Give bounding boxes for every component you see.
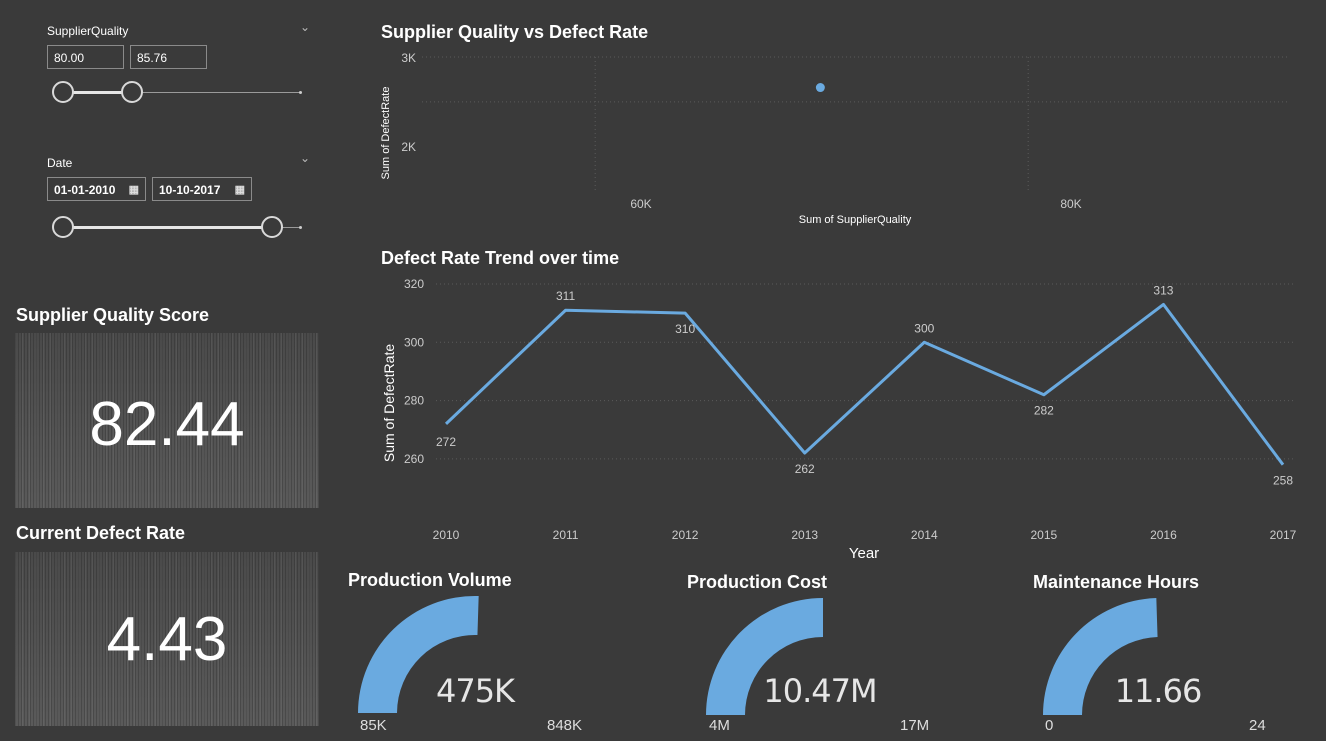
scatter-points bbox=[815, 83, 825, 93]
current-defect-rate-value: 4.43 bbox=[106, 605, 228, 674]
maintenance-hours-max: 24 bbox=[1249, 717, 1266, 734]
supplier-quality-min-input[interactable]: 80.00 bbox=[47, 45, 124, 69]
date-start-input[interactable]: 01-01-2010 ▦ bbox=[47, 177, 146, 201]
line-y-tick: 280 bbox=[404, 394, 424, 408]
current-defect-rate-title: Current Defect Rate bbox=[16, 523, 186, 543]
line-data-label: 258 bbox=[1273, 474, 1293, 488]
calendar-icon[interactable]: ▦ bbox=[128, 184, 139, 196]
date-end-value: 10-10-2017 bbox=[159, 183, 221, 197]
production-volume-value: 475K bbox=[435, 672, 515, 710]
date-slider-range bbox=[63, 226, 273, 229]
line-x-ticks: 2010 2011 2012 2013 2014 2015 2016 2017 bbox=[433, 528, 1297, 542]
production-volume-gauge[interactable] bbox=[355, 595, 595, 715]
scatter-point[interactable] bbox=[815, 83, 825, 93]
line-data-labels: 272 311 310 262 300 282 313 258 bbox=[436, 283, 1293, 487]
line-y-axis-title: Sum of DefectRate bbox=[381, 344, 397, 462]
line-x-tick: 2011 bbox=[553, 528, 579, 542]
supplier-quality-score-title: Supplier Quality Score bbox=[16, 305, 210, 325]
gauge-fill-arc bbox=[358, 596, 479, 713]
scatter-y-axis-title: Sum of DefectRate bbox=[380, 87, 392, 180]
production-cost-value: 10.47M bbox=[763, 672, 877, 710]
line-x-axis-title: Year bbox=[849, 545, 879, 562]
line-y-tick: 260 bbox=[404, 452, 424, 466]
line-x-tick: 2015 bbox=[1031, 528, 1058, 542]
supplier-quality-max-input[interactable]: 85.76 bbox=[130, 45, 207, 69]
line-y-tick: 300 bbox=[404, 335, 424, 349]
production-volume-title: Production Volume bbox=[348, 570, 512, 590]
scatter-chart[interactable]: 3K 2K 60K 80K Sum of SupplierQuality Sum… bbox=[370, 45, 1300, 235]
production-cost-title: Production Cost bbox=[687, 572, 827, 592]
calendar-icon[interactable]: ▦ bbox=[234, 184, 245, 196]
line-data-label: 313 bbox=[1153, 283, 1173, 297]
line-x-tick: 2013 bbox=[791, 528, 818, 542]
production-volume-max: 848K bbox=[547, 717, 583, 734]
production-cost-min: 4M bbox=[709, 717, 730, 734]
production-volume-min: 85K bbox=[360, 717, 387, 734]
line-x-tick: 2010 bbox=[433, 528, 460, 542]
scatter-x-tick-80k: 80K bbox=[1060, 197, 1081, 211]
line-chart-title: Defect Rate Trend over time bbox=[381, 248, 620, 268]
date-start-value: 01-01-2010 bbox=[54, 183, 116, 197]
line-data-label: 272 bbox=[436, 435, 456, 449]
supplier-quality-slider-track[interactable] bbox=[63, 92, 301, 93]
supplier-quality-min-handle[interactable] bbox=[52, 81, 74, 103]
scatter-x-tick-60k: 60K bbox=[630, 197, 651, 211]
supplier-quality-slider-range bbox=[63, 91, 133, 94]
supplier-quality-score-value: 82.44 bbox=[89, 390, 245, 459]
slider-end-dot bbox=[299, 226, 302, 229]
line-y-tick: 320 bbox=[404, 277, 424, 291]
current-defect-rate-card[interactable]: 4.43 bbox=[15, 552, 319, 726]
maintenance-hours-min: 0 bbox=[1045, 717, 1054, 734]
scatter-y-tick-2k: 2K bbox=[401, 140, 416, 154]
chevron-down-icon[interactable]: ⌄ bbox=[300, 20, 311, 34]
supplier-quality-score-card[interactable]: 82.44 bbox=[15, 333, 319, 508]
production-cost-gauge[interactable] bbox=[703, 597, 943, 717]
scatter-x-axis-title: Sum of SupplierQuality bbox=[799, 214, 912, 226]
date-start-handle[interactable] bbox=[52, 216, 74, 238]
date-slicer-title: Date bbox=[47, 156, 73, 170]
defect-rate-line bbox=[444, 302, 1285, 466]
chevron-down-icon[interactable]: ⌄ bbox=[300, 151, 311, 165]
line-x-tick: 2017 bbox=[1270, 528, 1297, 542]
date-end-input[interactable]: 10-10-2017 ▦ bbox=[152, 177, 252, 201]
line-data-label: 262 bbox=[795, 462, 815, 476]
maintenance-hours-title: Maintenance Hours bbox=[1033, 572, 1200, 592]
maintenance-hours-gauge[interactable] bbox=[1040, 597, 1280, 717]
line-x-tick: 2012 bbox=[672, 528, 699, 542]
line-y-ticks: 320 300 280 260 bbox=[404, 277, 424, 466]
line-data-label: 311 bbox=[556, 289, 575, 303]
line-x-tick: 2014 bbox=[911, 528, 938, 542]
scatter-chart-title: Supplier Quality vs Defect Rate bbox=[381, 22, 649, 42]
line-x-tick: 2016 bbox=[1150, 528, 1177, 542]
supplier-quality-slicer-title: SupplierQuality bbox=[47, 24, 129, 38]
scatter-grid bbox=[422, 56, 1288, 193]
gauge-fill-arc bbox=[706, 598, 823, 715]
line-data-label: 282 bbox=[1034, 404, 1054, 418]
production-cost-max: 17M bbox=[900, 717, 930, 734]
supplier-quality-max-handle[interactable] bbox=[121, 81, 143, 103]
slider-end-dot bbox=[299, 91, 302, 94]
line-grid bbox=[436, 283, 1293, 460]
line-data-label: 300 bbox=[914, 321, 934, 335]
line-data-label: 310 bbox=[675, 322, 695, 336]
maintenance-hours-value: 11.66 bbox=[1114, 672, 1203, 710]
scatter-y-tick-3k: 3K bbox=[401, 51, 416, 65]
date-end-handle[interactable] bbox=[261, 216, 283, 238]
gauge-fill-arc bbox=[1043, 598, 1158, 715]
